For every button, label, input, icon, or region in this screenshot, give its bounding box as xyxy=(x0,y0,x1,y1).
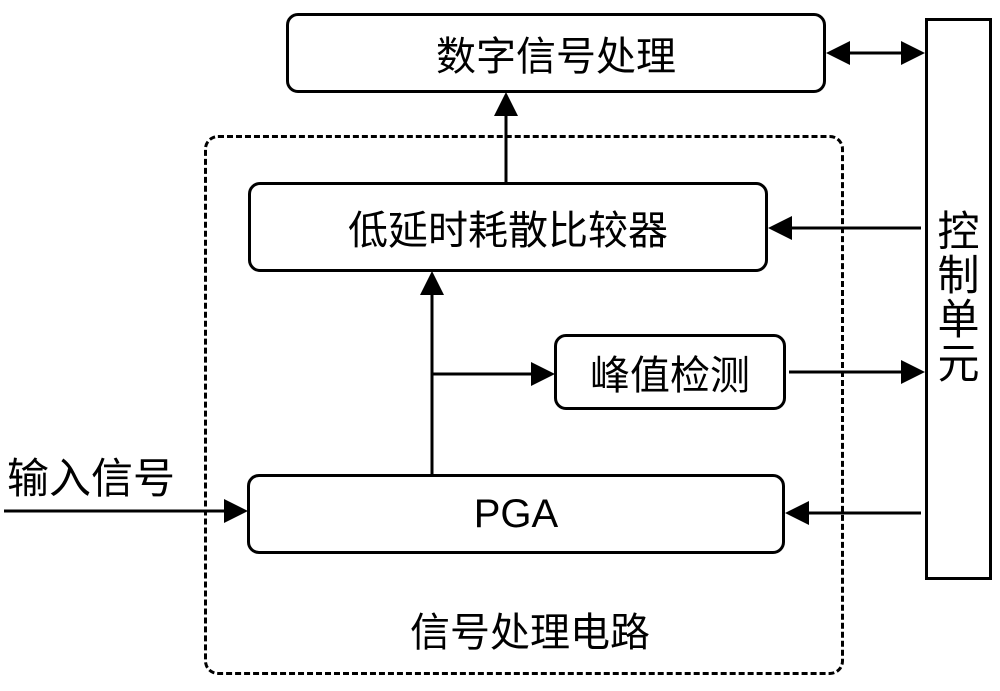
ctrl-char-0: 控 xyxy=(937,211,979,255)
pga-label: PGA xyxy=(474,492,558,537)
dsp-box: 数字信号处理 xyxy=(286,13,826,93)
signal-processing-group-label: 信号处理电路 xyxy=(400,600,660,658)
input-signal-label: 输入信号 xyxy=(7,445,207,506)
control-unit-box: 控 制 单 元 xyxy=(925,18,992,580)
ctrl-char-2: 单 xyxy=(937,299,979,343)
comparator-box: 低延时耗散比较器 xyxy=(248,182,768,272)
ctrl-char-3: 元 xyxy=(937,343,979,387)
peak-detect-box: 峰值检测 xyxy=(554,334,786,410)
comparator-label: 低延时耗散比较器 xyxy=(348,198,668,256)
dsp-label: 数字信号处理 xyxy=(436,24,676,82)
ctrl-char-1: 制 xyxy=(937,255,979,299)
pga-box: PGA xyxy=(247,474,785,554)
peak-detect-label: 峰值检测 xyxy=(590,343,750,401)
